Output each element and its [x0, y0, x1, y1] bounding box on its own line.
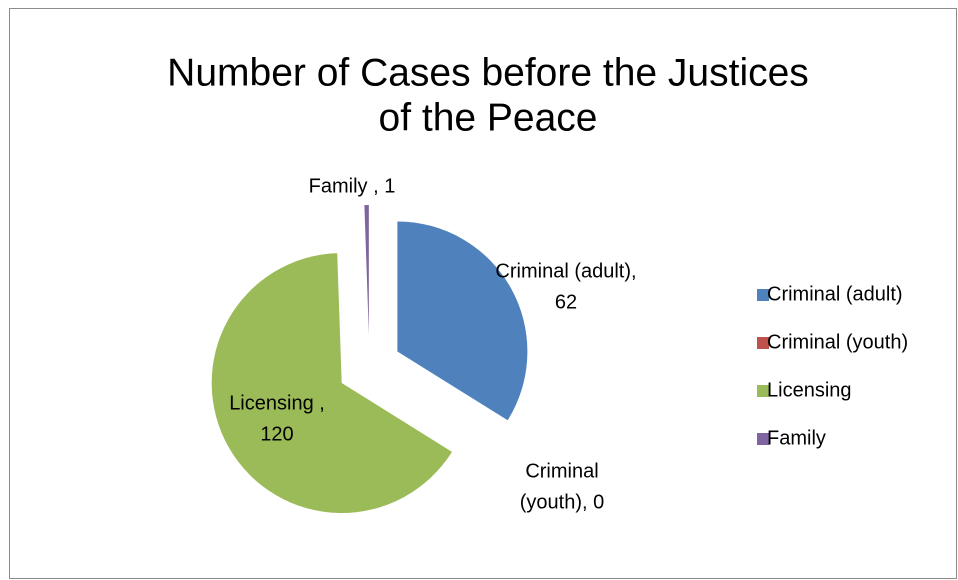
legend-label: Family	[767, 427, 826, 449]
data-label: Licensing ,	[229, 392, 325, 414]
legend-label: Criminal (youth)	[767, 331, 908, 353]
pie-slice	[397, 221, 528, 421]
legend-swatch	[757, 289, 769, 301]
data-label: Criminal (adult),	[495, 260, 636, 282]
legend-label: Licensing	[767, 379, 852, 401]
legend-label: Criminal (adult)	[767, 283, 903, 305]
pie-slice	[211, 253, 452, 514]
data-label: Family , 1	[309, 175, 396, 197]
data-label: 62	[555, 291, 577, 313]
data-label: Criminal	[525, 460, 598, 482]
chart-title: Number of Cases before the Justices	[167, 51, 809, 94]
data-label: 120	[260, 423, 293, 445]
legend-swatch	[757, 385, 769, 397]
chart-title: of the Peace	[379, 96, 598, 139]
data-label: (youth), 0	[520, 491, 604, 513]
legend-swatch	[757, 433, 769, 445]
legend-swatch	[757, 337, 769, 349]
pie-slice	[364, 205, 369, 336]
